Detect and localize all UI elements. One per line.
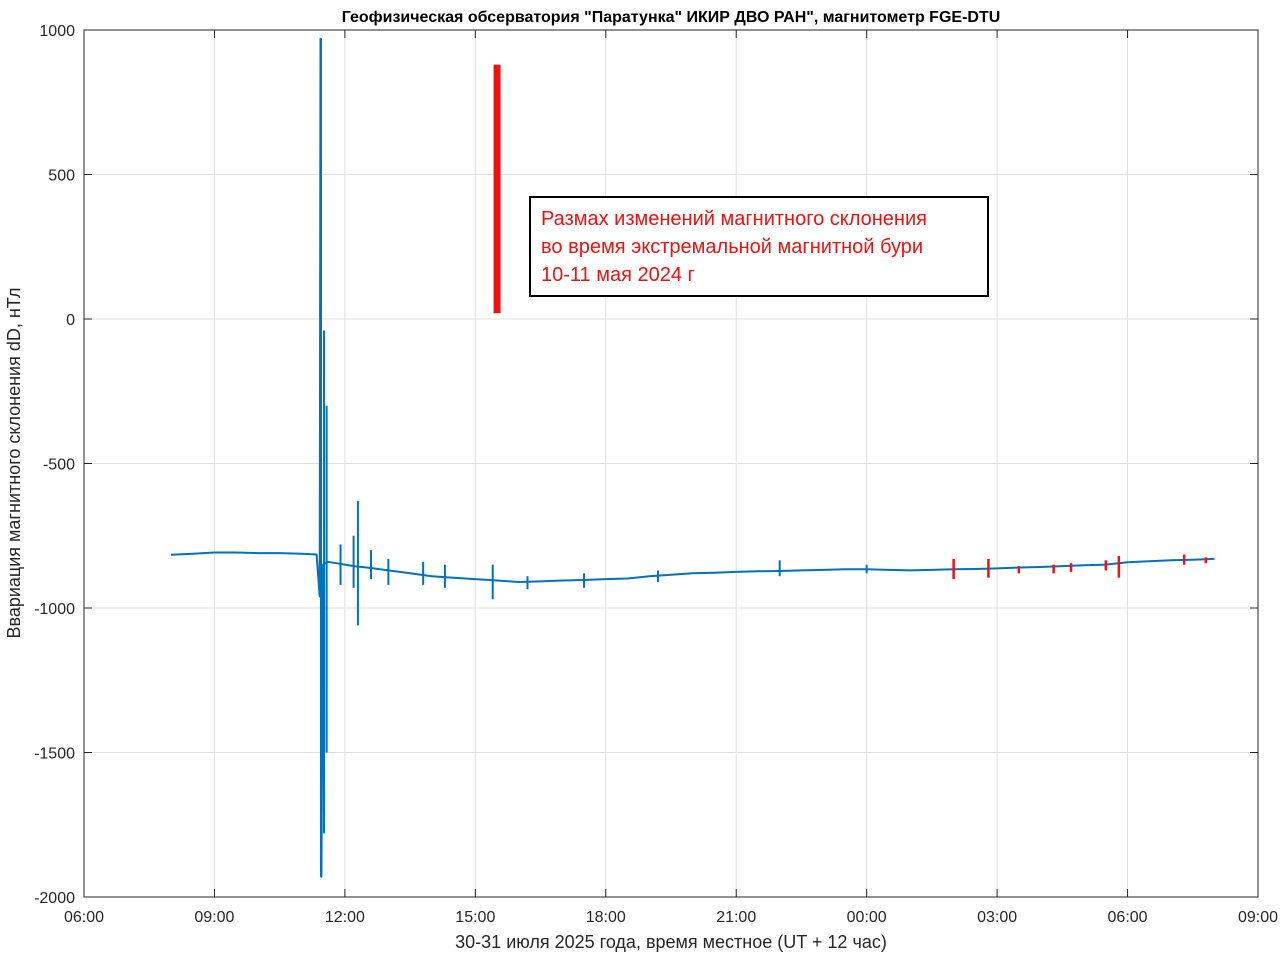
y-tick-label: -1000 — [34, 601, 75, 618]
x-tick-label: 09:00 — [194, 909, 234, 926]
highlight-layer — [493, 64, 1208, 580]
y-tick-label: -2000 — [34, 890, 75, 907]
x-tick-label: 06:00 — [1108, 909, 1148, 926]
x-tick-label: 06:00 — [64, 909, 104, 926]
x-tick-label: 00:00 — [847, 909, 887, 926]
x-tick-label: 12:00 — [325, 909, 365, 926]
y-tick-label: 500 — [48, 168, 75, 185]
y-tick-label: 0 — [66, 312, 75, 329]
annotation-box: Размах изменений магнитного склонения во… — [529, 196, 989, 297]
ticks: 06:00 09:00 12:00 15:00 18:00 21:00 00:00 03:00… — [34, 23, 1278, 926]
y-axis-label: Ввариация магнитного склонения dD, нТл — [4, 287, 24, 638]
chart-title: Геофизическая обсерватория "Паратунка" И… — [342, 9, 1001, 26]
series-layer — [170, 37, 1215, 878]
x-tick-label: 15:00 — [455, 909, 495, 926]
x-tick-label: 03:00 — [977, 909, 1017, 926]
y-tick-label: 1000 — [39, 23, 75, 40]
annotation-frame — [529, 196, 989, 297]
annotation-line-1: Размах изменений магнитного склонения — [541, 208, 927, 230]
grid — [83, 29, 1259, 898]
annotation-line-3: 10-11 мая 2024 г — [541, 264, 695, 286]
x-tick-label: 18:00 — [586, 909, 626, 926]
x-axis-label: 30-31 июля 2025 года, время местное (UT … — [455, 932, 887, 952]
y-tick-label: -500 — [43, 457, 75, 474]
y-tick-label: -1500 — [34, 746, 75, 763]
x-tick-label: 09:00 — [1238, 909, 1278, 926]
annotation-line-2: во время экстремальной магнитной бури — [541, 236, 923, 258]
x-tick-label: 21:00 — [716, 909, 756, 926]
